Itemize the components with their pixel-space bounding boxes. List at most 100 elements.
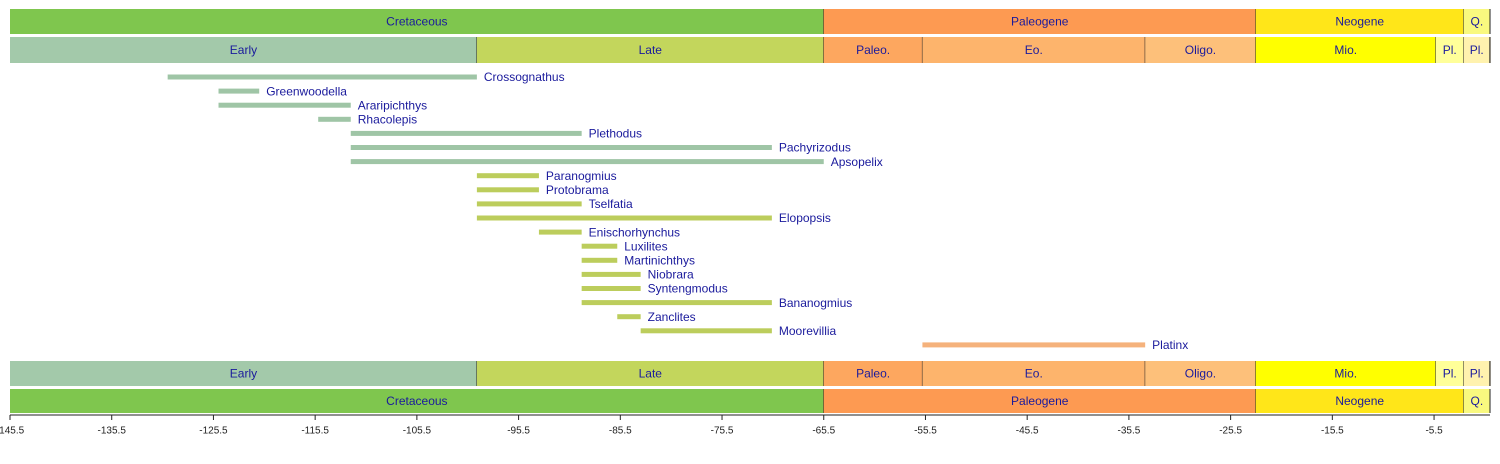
period-label: Paleogene bbox=[1011, 394, 1069, 408]
x-tick-label: -125.5 bbox=[199, 426, 228, 437]
epoch-label: Late bbox=[639, 43, 663, 57]
range-bar bbox=[640, 328, 772, 334]
epoch bbox=[823, 37, 923, 63]
range-bar bbox=[581, 271, 641, 277]
period bbox=[1255, 389, 1464, 413]
epoch bbox=[476, 361, 824, 386]
x-tick-label: -65.5 bbox=[812, 426, 835, 437]
epoch bbox=[476, 37, 824, 63]
range-bar bbox=[922, 342, 1146, 348]
period bbox=[823, 9, 1256, 34]
epoch-label: Oligo. bbox=[1185, 43, 1216, 57]
taxon-label: Tselfatia bbox=[589, 197, 633, 211]
range-bar bbox=[617, 314, 641, 320]
x-tick-label: -85.5 bbox=[609, 426, 632, 437]
taxon-label: Pachyrizodus bbox=[779, 141, 851, 155]
taxon-label: Protobrama bbox=[546, 183, 609, 197]
epoch-label: Paleo. bbox=[856, 367, 890, 381]
epoch-label: Mio. bbox=[1334, 367, 1357, 381]
epoch-label: Paleo. bbox=[856, 43, 890, 57]
period bbox=[1255, 9, 1464, 34]
epoch bbox=[823, 361, 923, 386]
range-bar bbox=[218, 102, 351, 108]
period bbox=[10, 389, 824, 413]
range-bar bbox=[167, 74, 477, 80]
range-bar bbox=[350, 130, 582, 136]
period-label: Cretaceous bbox=[386, 15, 447, 29]
taxon-label: Araripichthys bbox=[358, 98, 427, 112]
epoch bbox=[922, 37, 1146, 63]
range-bar bbox=[350, 145, 772, 150]
x-tick-label: -55.5 bbox=[914, 426, 937, 437]
period-label: Q. bbox=[1471, 15, 1484, 29]
range-bar bbox=[350, 159, 824, 165]
taxon-label: Enischorhynchus bbox=[589, 225, 680, 239]
taxon-label: Niobrara bbox=[648, 268, 694, 282]
range-bar bbox=[476, 215, 772, 221]
taxon-label: Crossognathus bbox=[484, 70, 565, 84]
taxon-label: Syntengmodus bbox=[648, 282, 728, 296]
epoch bbox=[1145, 37, 1256, 63]
epoch bbox=[1435, 361, 1464, 386]
range-bar bbox=[476, 187, 539, 193]
epoch-label: Oligo. bbox=[1185, 367, 1216, 381]
epoch-label: Pl. bbox=[1470, 367, 1484, 381]
period-label: Paleogene bbox=[1011, 15, 1069, 29]
epoch-label: Eo. bbox=[1025, 367, 1043, 381]
x-tick-label: -95.5 bbox=[507, 426, 530, 437]
x-tick-label: -15.5 bbox=[1321, 426, 1344, 437]
x-tick-label: -75.5 bbox=[711, 426, 734, 437]
x-tick-label: -45.5 bbox=[1016, 426, 1039, 437]
range-bar bbox=[581, 257, 618, 263]
period bbox=[1463, 9, 1490, 34]
range-bar bbox=[538, 229, 582, 235]
taxon-label: Luxilites bbox=[624, 239, 667, 253]
period bbox=[823, 389, 1256, 413]
epoch bbox=[10, 361, 477, 386]
epoch-label: Pl. bbox=[1443, 367, 1457, 381]
taxon-label: Platinx bbox=[1152, 338, 1188, 352]
period bbox=[10, 9, 824, 34]
taxon-label: Apsopelix bbox=[831, 155, 883, 169]
taxon-label: Elopopsis bbox=[779, 211, 831, 225]
epoch-label: Early bbox=[230, 43, 257, 57]
epoch-label: Pl. bbox=[1443, 43, 1457, 57]
range-bar bbox=[218, 88, 260, 94]
epoch bbox=[1255, 37, 1436, 63]
taxon-label: Greenwoodella bbox=[266, 84, 347, 98]
period-label: Cretaceous bbox=[386, 394, 447, 408]
epoch bbox=[922, 361, 1146, 386]
x-tick-label: -5.5 bbox=[1425, 426, 1443, 437]
epoch bbox=[1463, 37, 1490, 63]
range-bar bbox=[476, 173, 539, 179]
period-label: Q. bbox=[1471, 394, 1484, 408]
period-label: Neogene bbox=[1335, 394, 1384, 408]
range-bar bbox=[581, 286, 641, 291]
epoch bbox=[10, 37, 477, 63]
period-label: Neogene bbox=[1335, 15, 1384, 29]
epoch bbox=[1255, 361, 1436, 386]
taxon-label: Moorevillia bbox=[779, 324, 837, 338]
x-tick-label: -105.5 bbox=[403, 426, 432, 437]
epoch-label: Late bbox=[639, 367, 663, 381]
epoch bbox=[1463, 361, 1490, 386]
taxon-label: Paranogmius bbox=[546, 169, 617, 183]
range-bar bbox=[318, 116, 351, 122]
epoch bbox=[1435, 37, 1464, 63]
epoch-label: Early bbox=[230, 367, 257, 381]
x-tick-label: -115.5 bbox=[301, 426, 329, 437]
x-tick-label: -145.5 bbox=[0, 426, 25, 437]
x-tick-label: -25.5 bbox=[1219, 426, 1242, 437]
period bbox=[1463, 389, 1490, 413]
x-tick-label: -135.5 bbox=[98, 426, 127, 437]
taxon-label: Plethodus bbox=[589, 127, 642, 141]
range-bar bbox=[581, 300, 772, 306]
taxon-label: Rhacolepis bbox=[358, 112, 417, 126]
taxon-label: Bananogmius bbox=[779, 296, 852, 310]
taxon-label: Zanclites bbox=[648, 310, 696, 324]
epoch-label: Pl. bbox=[1470, 43, 1484, 57]
x-tick-label: -35.5 bbox=[1118, 426, 1141, 437]
epoch-label: Eo. bbox=[1025, 43, 1043, 57]
epoch bbox=[1145, 361, 1256, 386]
